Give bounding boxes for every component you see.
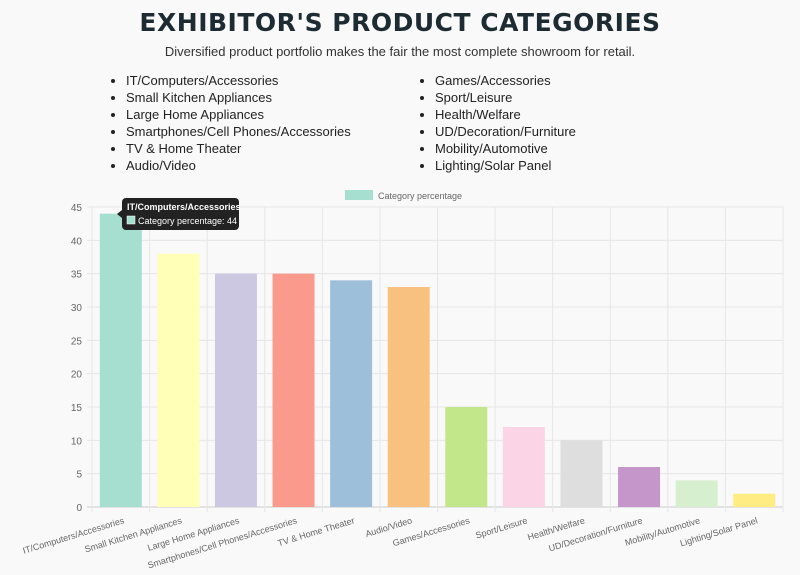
bar bbox=[214, 273, 257, 507]
bar bbox=[387, 287, 430, 507]
bar bbox=[445, 407, 488, 507]
category-list-item: IT/Computers/Accessories bbox=[126, 72, 351, 89]
bar bbox=[502, 427, 545, 507]
category-list-right: Games/AccessoriesSport/LeisureHealth/Wel… bbox=[417, 72, 576, 174]
tooltip-body: Category percentage: 44 bbox=[138, 216, 237, 226]
tooltip-swatch bbox=[126, 215, 136, 225]
category-list-item: Games/Accessories bbox=[435, 72, 576, 89]
tooltip-caret bbox=[117, 210, 122, 218]
tooltip bbox=[122, 198, 239, 230]
y-tick-label: 10 bbox=[71, 436, 83, 447]
y-tick-label: 30 bbox=[71, 303, 83, 314]
bar bbox=[157, 253, 200, 507]
bar bbox=[618, 467, 661, 507]
legend-swatch bbox=[345, 190, 373, 200]
tooltip-title: IT/Computers/Accessories bbox=[127, 202, 241, 212]
bar bbox=[330, 280, 373, 507]
category-list-item: UD/Decoration/Furniture bbox=[435, 123, 576, 140]
y-tick-label: 0 bbox=[76, 503, 82, 514]
page-title: EXHIBITOR'S PRODUCT CATEGORIES bbox=[139, 8, 661, 37]
bar bbox=[99, 213, 142, 507]
y-tick-label: 5 bbox=[76, 470, 82, 481]
x-tick-label: Sport/Leisure bbox=[474, 515, 528, 540]
legend-label: Category percentage bbox=[378, 191, 462, 201]
y-tick-label: 45 bbox=[71, 203, 83, 214]
category-list-item: Mobility/Automotive bbox=[435, 140, 576, 157]
x-tick-label: IT/Computers/Accessories bbox=[22, 515, 126, 556]
y-tick-label: 25 bbox=[71, 336, 83, 347]
page-subtitle: Diversified product portfolio makes the … bbox=[164, 44, 636, 59]
y-tick-label: 20 bbox=[71, 370, 83, 381]
x-tick-label: Small Kitchen Appliances bbox=[83, 515, 183, 554]
bar bbox=[272, 273, 315, 507]
category-list-item: TV & Home Theater bbox=[126, 140, 351, 157]
category-list-item: Large Home Appliances bbox=[126, 106, 351, 123]
category-list-item: Sport/Leisure bbox=[435, 89, 576, 106]
category-list-item: Audio/Video bbox=[126, 157, 351, 174]
category-list-item: Health/Welfare bbox=[435, 106, 576, 123]
category-list-item: Smartphones/Cell Phones/Accessories bbox=[126, 123, 351, 140]
category-list-item: Lighting/Solar Panel bbox=[435, 157, 576, 174]
bar bbox=[560, 440, 603, 507]
bar bbox=[675, 480, 718, 507]
bar bbox=[733, 493, 776, 507]
y-tick-label: 15 bbox=[71, 403, 83, 414]
category-list-item: Small Kitchen Appliances bbox=[126, 89, 351, 106]
y-tick-label: 40 bbox=[71, 236, 83, 247]
y-tick-label: 35 bbox=[71, 270, 83, 281]
